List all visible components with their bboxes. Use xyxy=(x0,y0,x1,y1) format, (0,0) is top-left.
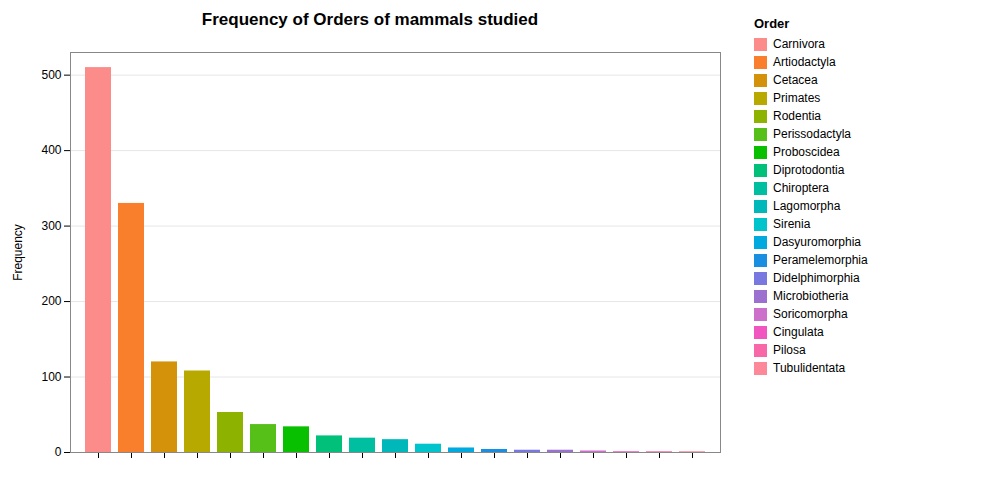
html-text:Diprotodontia: Diprotodontia xyxy=(773,163,845,177)
html-text:Lagomorpha: Lagomorpha xyxy=(773,199,841,213)
html-text:Peramelemorphia: Peramelemorphia xyxy=(773,253,868,267)
html-text:Pilosa: Pilosa xyxy=(773,343,806,357)
svg-text:0: 0 xyxy=(55,445,62,459)
html-text:Soricomorpha: Soricomorpha xyxy=(773,307,848,321)
html-text:Carnivora: Carnivora xyxy=(773,37,825,51)
html-text:Frequency of Orders of mammals: Frequency of Orders of mammals studied xyxy=(201,10,539,29)
html-text:Microbiotheria: Microbiotheria xyxy=(773,289,849,303)
html-text:Artiodactyla: Artiodactyla xyxy=(773,55,836,69)
svg-text:Frequency: Frequency xyxy=(11,224,25,281)
html-text:Cingulata: Cingulata xyxy=(773,325,824,339)
html-text:Didelphimorphia: Didelphimorphia xyxy=(773,271,860,285)
html-text:Cetacea: Cetacea xyxy=(773,73,818,87)
html-text:Chiroptera: Chiroptera xyxy=(773,181,829,195)
html-text:Tubulidentata: Tubulidentata xyxy=(773,361,846,375)
svg-text:200: 200 xyxy=(41,294,61,308)
svg-text:500: 500 xyxy=(41,68,61,82)
html-text:Order: Order xyxy=(754,16,790,31)
html-text:Perissodactyla: Perissodactyla xyxy=(773,127,851,141)
svg-text:400: 400 xyxy=(41,143,61,157)
html-text:Sirenia: Sirenia xyxy=(773,217,811,231)
svg-text:300: 300 xyxy=(41,219,61,233)
html-text:Rodentia: Rodentia xyxy=(773,109,821,123)
html-text:Primates: Primates xyxy=(773,91,821,105)
html-text:Proboscidea: Proboscidea xyxy=(773,145,840,159)
svg-text:100: 100 xyxy=(41,370,61,384)
html-text:Dasyuromorphia: Dasyuromorphia xyxy=(773,235,861,249)
